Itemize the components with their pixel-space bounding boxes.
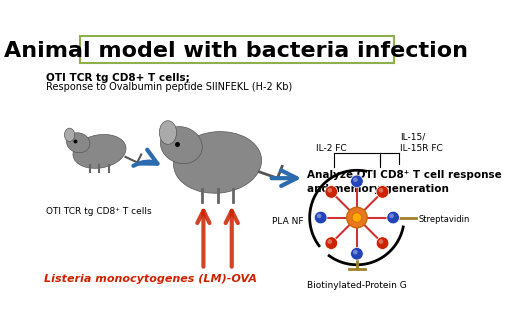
- Text: Listeria monocytogenes (LM)-OVA: Listeria monocytogenes (LM)-OVA: [44, 274, 258, 284]
- Circle shape: [327, 239, 332, 244]
- Text: PLA NF: PLA NF: [272, 217, 304, 226]
- Circle shape: [376, 237, 389, 249]
- Text: Biotinylated-Protein G: Biotinylated-Protein G: [307, 280, 407, 290]
- FancyBboxPatch shape: [80, 36, 394, 63]
- Circle shape: [379, 239, 383, 244]
- Ellipse shape: [174, 132, 262, 193]
- Circle shape: [389, 214, 394, 218]
- Circle shape: [387, 211, 399, 224]
- Circle shape: [317, 214, 322, 218]
- Ellipse shape: [67, 133, 90, 153]
- Text: Animal model with bacteria infection: Animal model with bacteria infection: [5, 41, 469, 61]
- Circle shape: [352, 213, 362, 222]
- Ellipse shape: [65, 128, 75, 142]
- Text: Analyze OTI CD8⁺ T cell response
and memory generation: Analyze OTI CD8⁺ T cell response and mem…: [308, 170, 502, 194]
- Circle shape: [325, 186, 338, 198]
- Circle shape: [315, 211, 327, 224]
- Circle shape: [350, 175, 363, 188]
- FancyArrowPatch shape: [272, 170, 297, 186]
- Circle shape: [325, 237, 338, 249]
- Circle shape: [346, 207, 367, 228]
- Ellipse shape: [73, 134, 126, 168]
- Ellipse shape: [161, 127, 203, 164]
- Text: OTI TCR tg CD8⁺ T cells: OTI TCR tg CD8⁺ T cells: [46, 207, 152, 215]
- Text: IL-15/
IL-15R FC: IL-15/ IL-15R FC: [400, 133, 443, 153]
- FancyArrowPatch shape: [197, 211, 210, 267]
- Circle shape: [379, 188, 383, 193]
- Text: Streptavidin: Streptavidin: [418, 215, 470, 224]
- Circle shape: [350, 247, 363, 260]
- Text: Response to Ovalbumin peptide SIINFEKL (H-2 Kb): Response to Ovalbumin peptide SIINFEKL (…: [46, 82, 292, 92]
- Circle shape: [353, 250, 358, 255]
- Circle shape: [376, 186, 389, 198]
- Text: OTI TCR tg CD8+ T cells;: OTI TCR tg CD8+ T cells;: [46, 73, 190, 83]
- Circle shape: [327, 188, 332, 193]
- Text: IL-2 FC: IL-2 FC: [317, 144, 347, 153]
- Ellipse shape: [159, 121, 177, 144]
- Circle shape: [353, 177, 358, 182]
- FancyArrowPatch shape: [226, 211, 238, 267]
- FancyArrowPatch shape: [133, 150, 158, 166]
